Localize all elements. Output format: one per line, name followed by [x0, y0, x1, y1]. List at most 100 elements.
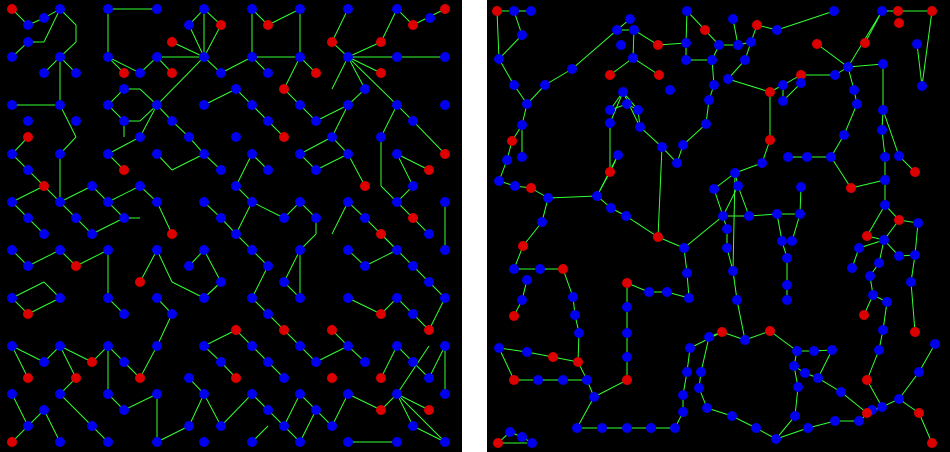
graph-node [597, 423, 607, 433]
graph-node-highlight [71, 261, 81, 271]
graph-node-highlight [860, 38, 870, 48]
graph-node-highlight [493, 438, 503, 448]
graph-node [55, 341, 65, 351]
graph-node [343, 4, 353, 14]
graph-node [878, 59, 888, 69]
graph-edge [11, 345, 45, 363]
graph-node-highlight [894, 18, 904, 28]
graph-node [836, 387, 846, 397]
graph-node [247, 341, 257, 351]
graph-node [311, 165, 321, 175]
graph-node-highlight [231, 373, 241, 383]
graph-node [103, 197, 113, 207]
graph-node [343, 437, 353, 447]
graph-node [629, 25, 639, 35]
graph-node [295, 197, 305, 207]
graph-node [622, 99, 632, 109]
graph-edge [331, 8, 349, 43]
graph-node [728, 266, 738, 276]
graph-node [628, 53, 638, 63]
graph-edge [75, 249, 109, 267]
graph-edge [220, 393, 253, 427]
graph-node [787, 236, 797, 246]
graph-node [424, 277, 434, 287]
graph-node [670, 423, 680, 433]
graph-node [733, 181, 743, 191]
graph-node [849, 85, 859, 95]
graph-node [681, 55, 691, 65]
graph-node [263, 309, 273, 319]
graph-edge [736, 299, 746, 341]
graph-node [216, 165, 226, 175]
graph-node [184, 261, 194, 271]
graph-node-highlight [440, 4, 450, 14]
graph-edge [59, 345, 93, 363]
graph-edge [380, 104, 398, 138]
graph-node [796, 182, 806, 192]
graph-node [527, 438, 537, 448]
graph-node-highlight [376, 229, 386, 239]
graph-node [574, 328, 584, 338]
graph-node [392, 100, 402, 110]
graph-node [184, 20, 194, 30]
graph-node [622, 328, 632, 338]
graph-node [502, 155, 512, 165]
graph-edge [850, 179, 886, 189]
graph-node [570, 310, 580, 320]
graph-node-highlight [263, 20, 273, 30]
graph-edge [156, 201, 173, 235]
graph-node [782, 280, 792, 290]
graph-edge [816, 43, 849, 68]
graph-node-highlight [605, 70, 615, 80]
graph-node [231, 84, 241, 94]
graph-node [526, 6, 536, 16]
graph-edge [27, 297, 61, 315]
graph-node [803, 423, 813, 433]
graph-edge [331, 56, 349, 90]
graph-node [247, 437, 257, 447]
graph-node [796, 78, 806, 88]
graph-edge [498, 58, 515, 86]
graph-node [39, 405, 49, 415]
graph-node [247, 4, 257, 14]
graph-edge [156, 56, 205, 106]
graph-node-highlight [862, 408, 872, 418]
graph-node [678, 407, 688, 417]
graph-node [440, 52, 450, 62]
graph-node [408, 421, 418, 431]
graph-node [184, 132, 194, 142]
graph-node-highlight [231, 325, 241, 335]
graph-node [880, 152, 890, 162]
graph-node [7, 52, 17, 62]
graph-node [709, 184, 719, 194]
graph-node-highlight [167, 68, 177, 78]
graph-edge [609, 91, 624, 124]
graph-node [830, 416, 840, 426]
graph-node [295, 293, 305, 303]
graph-node [772, 25, 782, 35]
graph-edge [251, 201, 285, 219]
graph-node-highlight [893, 6, 903, 16]
graph-node-highlight [910, 327, 920, 337]
graph-node [7, 293, 17, 303]
graph-node [279, 373, 289, 383]
graph-edge [396, 393, 446, 443]
graph-edge [918, 343, 936, 373]
graph-edge [267, 8, 301, 26]
graph-node-highlight [376, 68, 386, 78]
graph-node [778, 80, 788, 90]
graph-node [103, 100, 113, 110]
graph-edge [347, 56, 382, 74]
graph-edge [496, 10, 500, 60]
right-graph-canvas [492, 6, 940, 448]
left-graph-nodes [7, 4, 450, 447]
graph-node [295, 52, 305, 62]
graph-edge [171, 153, 205, 171]
graph-node [728, 14, 738, 24]
graph-node [392, 341, 402, 351]
graph-node [568, 292, 578, 302]
graph-edge [498, 347, 515, 381]
graph-node [665, 85, 675, 95]
graph-edge [59, 185, 93, 203]
graph-node [635, 122, 645, 132]
